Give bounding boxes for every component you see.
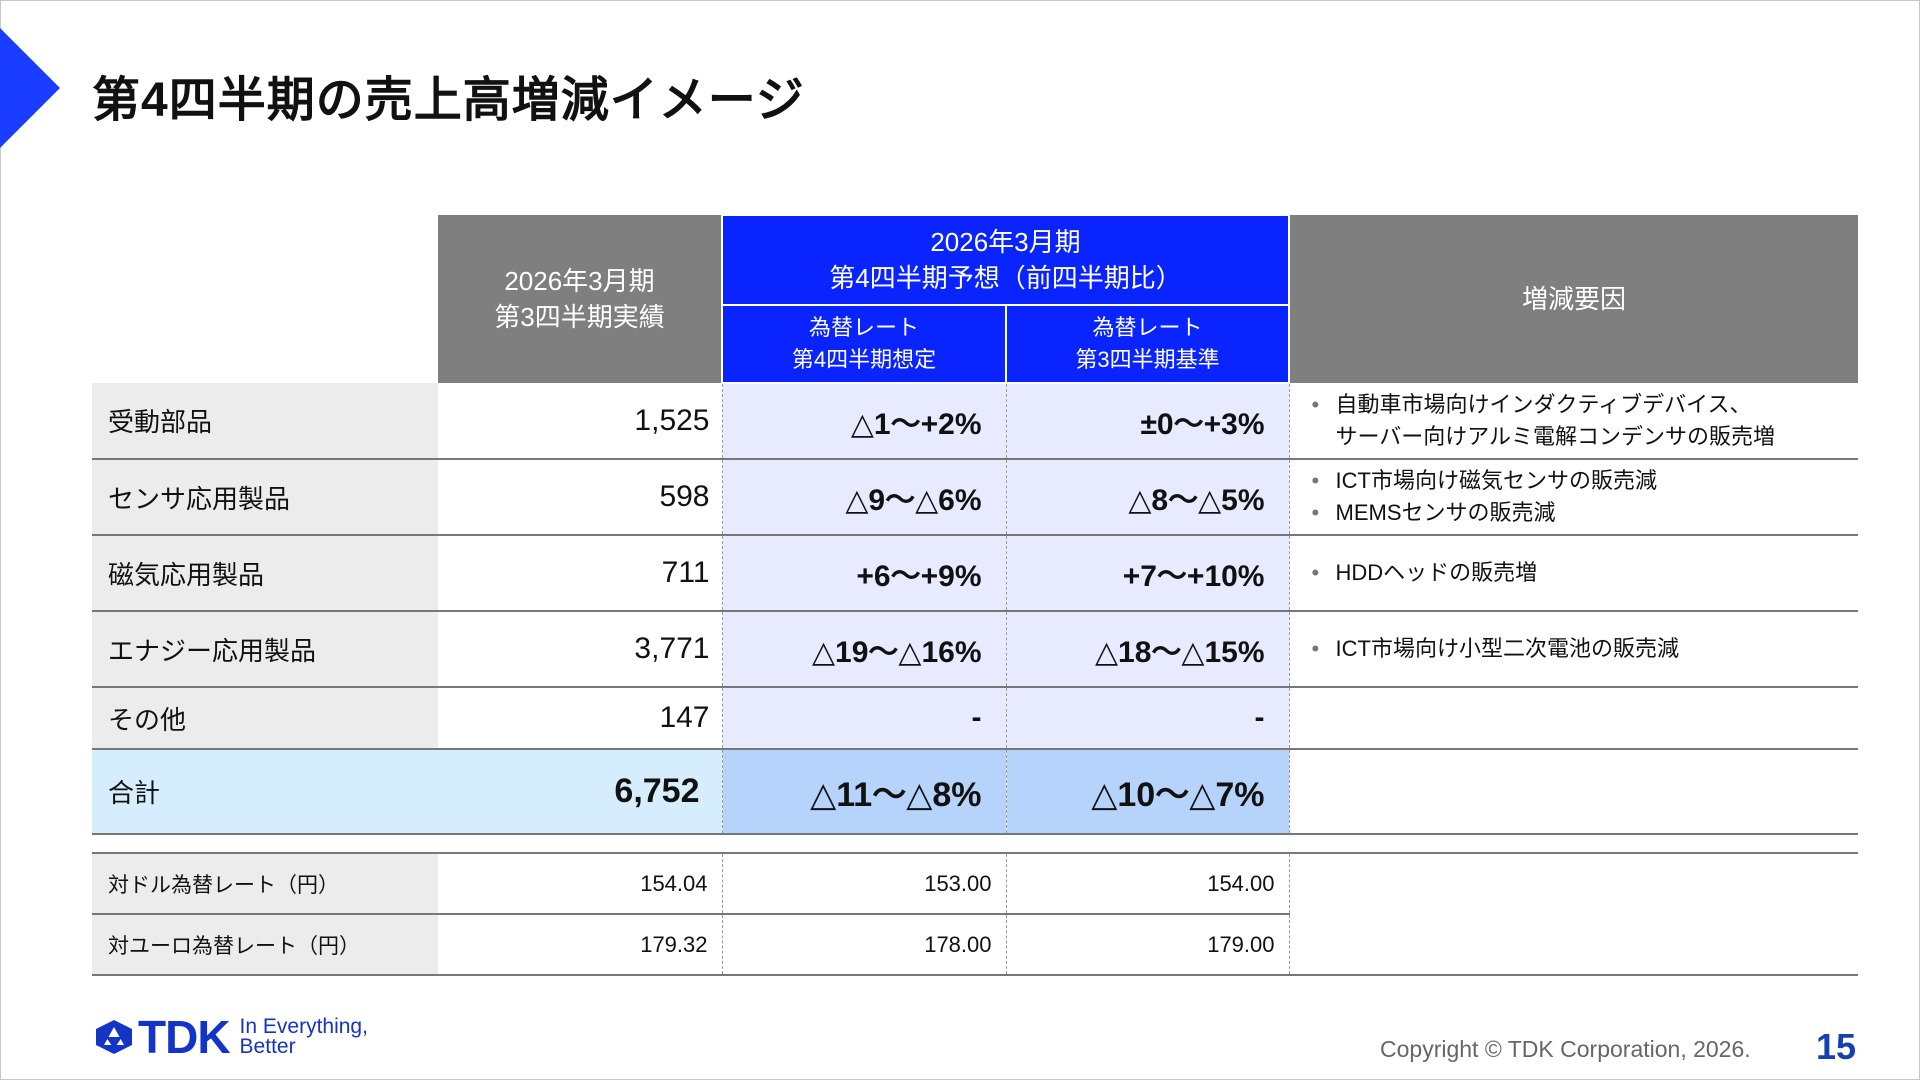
row-notes: HDDヘッドの販売増 <box>1289 535 1859 612</box>
total-row: 合計 6,752 △11～△8% △10～△7% <box>92 749 1858 835</box>
logo-text: TDK <box>138 1011 231 1063</box>
row-actual: 6,752 <box>438 749 722 835</box>
fx-blank <box>1289 914 1858 976</box>
fx-actual: 154.04 <box>438 853 723 915</box>
row-q3: △8～△5% <box>1005 459 1290 536</box>
row-q4: △19～△16% <box>721 611 1007 688</box>
row-notes: 自動車市場向けインダクティブデバイス、 サーバー向けアルミ電解コンデンサの販売増 <box>1289 383 1859 460</box>
sales-table: 2026年3月期 第3四半期実績 2026年3月期 第4四半期予想（前四半期比） 増… <box>92 214 1858 835</box>
header-forecast: 2026年3月期 第4四半期予想（前四半期比） <box>721 214 1290 306</box>
row-q4: △11～△8% <box>721 749 1007 835</box>
row-actual: 598 <box>438 459 722 536</box>
copyright: Copyright © TDK Corporation, 2026. <box>1380 1036 1751 1062</box>
note-item: MEMSセンサの販売減 <box>1312 497 1859 529</box>
fx-q3: 179.00 <box>1006 914 1290 976</box>
logo-tagline: In Everything, Better <box>239 1015 368 1058</box>
row-q3: - <box>1005 687 1290 750</box>
row-notes <box>1289 687 1858 750</box>
row-q3: ±0～+3% <box>1005 383 1290 460</box>
row-q3: △10～△7% <box>1005 749 1290 835</box>
row-actual: 1,525 <box>438 383 722 460</box>
fx-q4: 153.00 <box>722 853 1007 915</box>
row-q4: - <box>721 687 1007 750</box>
row-actual: 147 <box>438 687 722 750</box>
row-label: エナジー応用製品 <box>92 611 438 688</box>
page-title: 第4四半期の売上高増減イメージ <box>92 74 805 127</box>
row-notes <box>1289 749 1858 835</box>
note-item: ICT市場向け小型二次電池の販売減 <box>1312 633 1859 665</box>
row-notes: ICT市場向け磁気センサの販売減MEMSセンサの販売減 <box>1289 459 1859 536</box>
row-q4: △1～+2% <box>721 383 1007 460</box>
header-blank <box>92 215 438 383</box>
chevron-accent-icon <box>0 28 60 148</box>
tdk-logo: TDK In Everything, Better <box>94 1010 368 1064</box>
row-actual: 711 <box>438 535 722 612</box>
row-q4: △9～△6% <box>721 459 1007 536</box>
note-item: HDDヘッドの販売増 <box>1312 557 1859 589</box>
header-factors: 増減要因 <box>1288 215 1858 383</box>
row-q3: +7～+10% <box>1005 535 1290 612</box>
row-label: 磁気応用製品 <box>92 535 438 612</box>
fx-label: 対ユーロ為替レート（円） <box>92 914 438 976</box>
fx-blank <box>1289 853 1858 914</box>
row-label: 合計 <box>92 749 438 835</box>
fx-q3: 154.00 <box>1006 853 1290 915</box>
row-notes: ICT市場向け小型二次電池の販売減 <box>1289 611 1859 688</box>
header-q4-rate: 為替レート 第4四半期想定 <box>721 304 1007 384</box>
row-actual: 3,771 <box>438 611 722 688</box>
fx-q4: 178.00 <box>722 914 1007 976</box>
fx-row-eur: 対ユーロ為替レート（円） 179.32 178.00 179.00 <box>92 914 1858 976</box>
header-actual: 2026年3月期 第3四半期実績 <box>438 215 722 383</box>
page-number: 15 <box>1816 1026 1857 1067</box>
row-q4: +6～+9% <box>721 535 1007 612</box>
row-q3: △18～△15% <box>1005 611 1290 688</box>
fx-label: 対ドル為替レート（円） <box>92 853 438 915</box>
fx-table: 対ドル為替レート（円） 154.04 153.00 154.00 対ユーロ為替レ… <box>92 852 1858 976</box>
fx-actual: 179.32 <box>438 914 723 976</box>
note-item: 自動車市場向けインダクティブデバイス、 サーバー向けアルミ電解コンデンサの販売増 <box>1312 389 1859 453</box>
row-label: 受動部品 <box>92 383 438 460</box>
note-item: ICT市場向け磁気センサの販売減 <box>1312 465 1859 497</box>
fx-row-usd: 対ドル為替レート（円） 154.04 153.00 154.00 <box>92 853 1858 915</box>
row-label: センサ応用製品 <box>92 459 438 536</box>
row-label: その他 <box>92 687 438 750</box>
tdk-emblem-icon <box>96 1020 132 1054</box>
header-q3-rate: 為替レート 第3四半期基準 <box>1005 304 1290 384</box>
table-row: その他 147- - <box>92 687 1858 750</box>
table-row: センサ応用製品598△9～△6%△8～△5%ICT市場向け磁気センサの販売減ME… <box>92 459 1859 536</box>
